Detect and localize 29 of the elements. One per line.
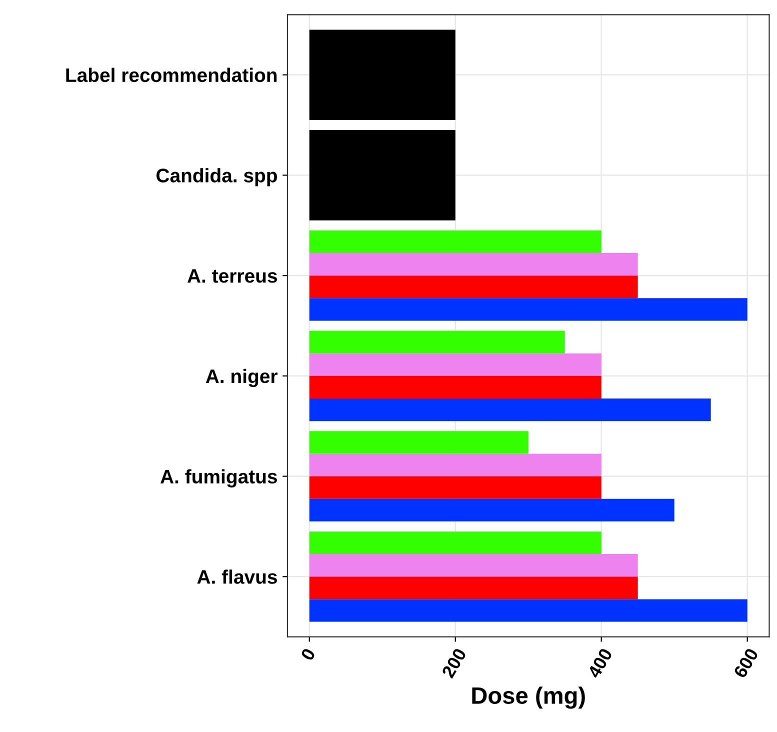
bar bbox=[309, 252, 638, 276]
y-tick-label: Label recommendation bbox=[66, 68, 277, 82]
bar bbox=[309, 130, 456, 220]
bar bbox=[309, 330, 565, 354]
bar bbox=[309, 230, 602, 253]
x-axis-title: Dose (mg) bbox=[472, 686, 585, 709]
bar bbox=[309, 298, 748, 321]
y-tick-label: A. niger bbox=[206, 368, 278, 388]
x-tick-label: 200 bbox=[441, 647, 467, 679]
bar bbox=[309, 576, 638, 600]
x-tick-label: 0 bbox=[300, 647, 316, 662]
y-tick-label: Candida. spp bbox=[156, 168, 277, 186]
bar bbox=[309, 498, 674, 522]
bar bbox=[309, 554, 638, 577]
bar bbox=[309, 599, 748, 622]
bar bbox=[309, 30, 456, 120]
x-tick-label: 400 bbox=[587, 647, 613, 680]
bar bbox=[309, 476, 602, 499]
bar bbox=[309, 398, 711, 422]
bar bbox=[309, 431, 528, 454]
bar bbox=[309, 454, 602, 476]
y-tick-label: A. fumigatus bbox=[160, 469, 277, 488]
y-tick-label: A. flavus bbox=[197, 570, 277, 584]
bar bbox=[309, 353, 602, 376]
y-tick-label: A. terreus bbox=[187, 269, 277, 283]
bar bbox=[309, 531, 602, 554]
bar bbox=[309, 276, 638, 298]
x-tick-label: 600 bbox=[733, 647, 759, 679]
bar bbox=[309, 376, 602, 398]
